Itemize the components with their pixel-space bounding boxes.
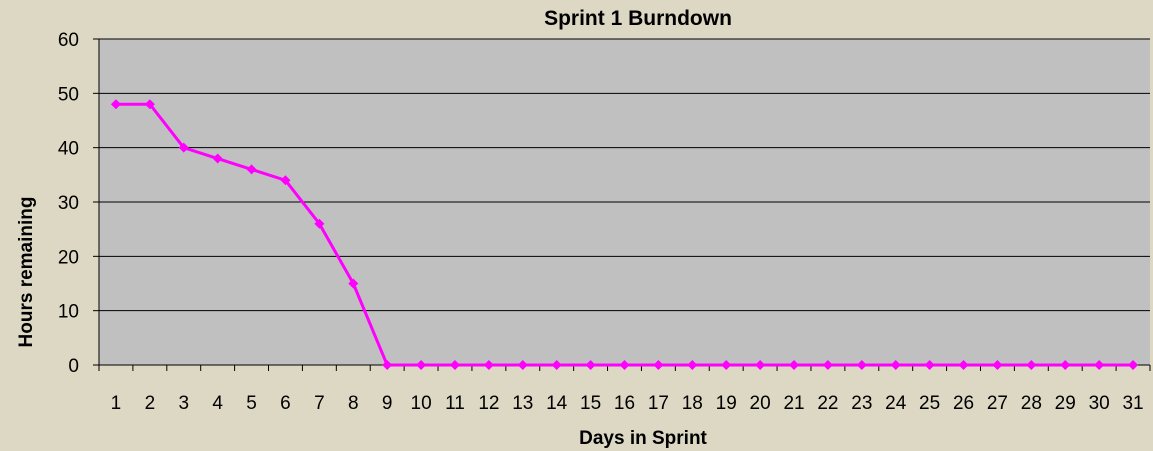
x-tick-label-12: 12 xyxy=(478,393,499,414)
x-tick-label-7: 7 xyxy=(314,393,325,414)
x-tick-label-13: 13 xyxy=(512,393,533,414)
data-point-day-16 xyxy=(619,360,630,370)
x-tick-label-25: 25 xyxy=(919,393,940,414)
y-tick-label-20: 20 xyxy=(58,247,79,268)
y-tick-labels: 0 10 20 30 40 50 60 xyxy=(58,30,79,377)
x-tick-label-9: 9 xyxy=(382,393,393,414)
data-point-day-18 xyxy=(687,360,698,370)
data-point-day-6 xyxy=(280,175,291,186)
x-tick-label-18: 18 xyxy=(682,393,703,414)
data-point-day-12 xyxy=(483,360,494,370)
x-tick-label-17: 17 xyxy=(648,393,669,414)
x-tick-label-29: 29 xyxy=(1055,393,1076,414)
y-tick-label-50: 50 xyxy=(58,84,79,105)
y-axis-title: Hours remaining xyxy=(16,197,37,348)
data-point-day-28 xyxy=(1026,360,1037,370)
x-tick-label-26: 26 xyxy=(953,393,974,414)
data-point-day-19 xyxy=(721,360,732,370)
x-tick-label-20: 20 xyxy=(750,393,771,414)
x-tick-label-31: 31 xyxy=(1122,393,1143,414)
x-tick-label-5: 5 xyxy=(246,393,257,414)
x-tick-label-24: 24 xyxy=(885,393,907,414)
chart-title: Sprint 1 Burndown xyxy=(544,7,732,30)
x-axis-title: Days in Sprint xyxy=(579,428,707,449)
x-tick-label-16: 16 xyxy=(614,393,635,414)
x-tick-label-30: 30 xyxy=(1089,393,1110,414)
data-point-day-15 xyxy=(585,360,596,370)
data-point-day-23 xyxy=(856,360,867,370)
data-point-day-1 xyxy=(110,99,121,110)
y-tick-label-0: 0 xyxy=(68,356,79,377)
data-point-day-24 xyxy=(890,360,901,370)
x-tick-label-27: 27 xyxy=(987,393,1008,414)
x-tick-label-3: 3 xyxy=(178,393,189,414)
y-tick-label-10: 10 xyxy=(58,302,79,323)
x-tick-labels: 1 2 3 4 5 6 7 8 9 10 11 12 13 14 15 16 17 18 19 20 21 22 23 24 2… xyxy=(111,393,1144,414)
data-point-day-22 xyxy=(822,360,833,370)
x-tick-label-15: 15 xyxy=(580,393,601,414)
data-point-day-25 xyxy=(924,360,935,370)
data-point-day-2 xyxy=(144,99,155,110)
x-tick-label-11: 11 xyxy=(445,393,465,414)
x-tick-label-6: 6 xyxy=(280,393,291,414)
data-point-day-4 xyxy=(212,153,223,164)
x-tick-label-14: 14 xyxy=(546,393,568,414)
data-point-day-14 xyxy=(551,360,562,370)
x-tick-label-4: 4 xyxy=(212,393,223,414)
x-tick-label-2: 2 xyxy=(145,393,156,414)
data-point-day-5 xyxy=(246,164,257,175)
x-tick-label-8: 8 xyxy=(348,393,359,414)
x-tick-label-21: 21 xyxy=(783,393,804,414)
data-point-day-27 xyxy=(992,360,1003,370)
data-point-day-10 xyxy=(416,360,427,370)
data-point-day-17 xyxy=(653,360,664,370)
x-tick-label-23: 23 xyxy=(851,393,872,414)
data-point-day-31 xyxy=(1128,360,1139,370)
x-tick-label-1: 1 xyxy=(111,393,122,414)
data-point-day-21 xyxy=(789,360,800,370)
data-point-day-8 xyxy=(348,278,359,289)
data-point-day-30 xyxy=(1094,360,1105,370)
data-point-day-9 xyxy=(382,360,393,370)
x-tick-label-19: 19 xyxy=(716,393,737,414)
data-point-day-20 xyxy=(755,360,766,370)
series-group xyxy=(110,99,1139,370)
data-point-day-26 xyxy=(958,360,969,370)
x-tick-label-22: 22 xyxy=(817,393,838,414)
y-tick-label-30: 30 xyxy=(58,193,79,214)
data-point-day-13 xyxy=(517,360,528,370)
data-point-day-11 xyxy=(449,360,460,370)
data-point-day-29 xyxy=(1060,360,1071,370)
x-tick-label-28: 28 xyxy=(1021,393,1042,414)
data-point-day-3 xyxy=(178,142,189,153)
x-tick-label-10: 10 xyxy=(411,393,432,414)
gridlines xyxy=(93,38,1150,366)
y-tick-label-40: 40 xyxy=(58,139,79,160)
data-point-day-7 xyxy=(314,218,325,229)
y-tick-label-60: 60 xyxy=(58,30,79,51)
